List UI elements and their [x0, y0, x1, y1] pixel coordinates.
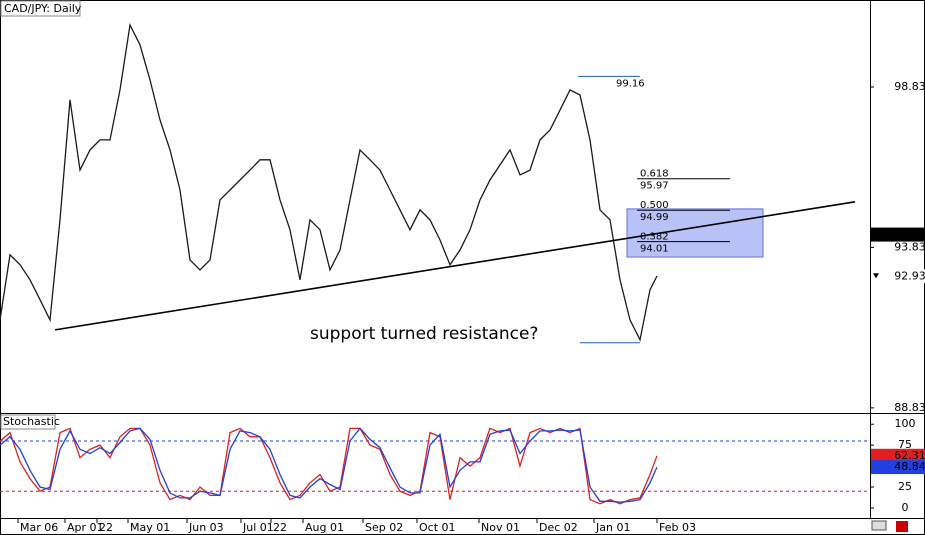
- x-tick-label: Apr 01: [67, 521, 104, 534]
- chart-title: CAD/JPY: Daily: [4, 2, 82, 15]
- y-tick-label: 88.83: [894, 401, 925, 414]
- y-tick-label: 93.83: [894, 240, 925, 253]
- fib-ratio: 0.382: [640, 232, 669, 243]
- x-tick-label: Mar 06: [20, 521, 58, 534]
- swing-high-label: 99.16: [616, 78, 645, 89]
- x-tick-label: Aug 01: [305, 521, 344, 534]
- fib-ratio: 0.500: [640, 200, 669, 211]
- stoch-line: [0, 427, 658, 505]
- stoch-value-box: [871, 448, 925, 463]
- x-tick-label: Jan 01: [595, 521, 630, 534]
- x-tick-label: 22: [99, 521, 113, 534]
- price-line: [0, 22, 658, 342]
- fib-value: 95.97: [640, 181, 669, 192]
- fib-ratio: 0.618: [640, 169, 669, 180]
- x-tick-label: Nov 01: [481, 521, 520, 534]
- panel-title: Stochastic: [3, 415, 60, 428]
- y-tick-label: 25: [898, 480, 912, 493]
- x-tick-label: Jun 03: [188, 521, 224, 534]
- stoch-value: 62.31: [894, 449, 925, 462]
- fib-value: 94.01: [640, 244, 669, 255]
- zone: [626, 208, 764, 258]
- x-tick-label: Sep 02: [365, 521, 403, 534]
- y-tick-label: 98.83: [894, 80, 925, 93]
- last-price: 92.93: [894, 269, 925, 282]
- y-tick-label: 0: [902, 501, 909, 514]
- marked-price: 94.23: [894, 228, 925, 241]
- stoch-value: 48.84: [894, 460, 925, 473]
- x-tick-label: May 01: [130, 521, 170, 534]
- stoch-value-box: [871, 460, 925, 475]
- trendline: [54, 201, 856, 331]
- x-tick-label: Dec 02: [539, 521, 578, 534]
- fib-value: 94.99: [640, 212, 669, 223]
- title-box: [0, 0, 81, 17]
- x-tick-label: Jul 01: [242, 521, 274, 534]
- y-tick-label: 100: [895, 417, 916, 430]
- last-price-marker: [873, 273, 879, 279]
- x-tick-label: 22: [273, 521, 287, 534]
- marked-price-box: [871, 227, 925, 242]
- x-tick-label: Feb 03: [659, 521, 696, 534]
- title-box: [0, 414, 56, 430]
- x-tick-label: Oct 01: [419, 521, 456, 534]
- annotation: support turned resistance?: [310, 324, 538, 344]
- last-price-box: [871, 269, 925, 284]
- stoch-line: [0, 427, 658, 503]
- scroll-icon[interactable]: [871, 520, 887, 531]
- y-tick-label: 75: [898, 438, 912, 451]
- close-icon[interactable]: [896, 521, 908, 532]
